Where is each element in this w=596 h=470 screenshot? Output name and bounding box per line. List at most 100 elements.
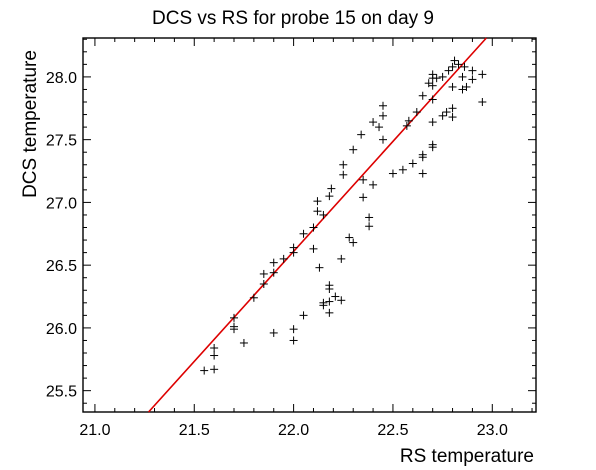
data-point <box>402 121 411 130</box>
data-point <box>404 116 413 125</box>
data-point <box>428 70 437 79</box>
data-point <box>339 160 348 169</box>
data-point <box>428 140 437 149</box>
data-point <box>369 118 378 127</box>
fit-line-group <box>147 37 487 413</box>
data-point <box>450 56 459 65</box>
data-point <box>349 238 358 247</box>
data-point <box>325 192 334 201</box>
data-point <box>289 325 298 334</box>
data-point <box>210 365 219 374</box>
x-axis-label: RS temperature <box>400 446 534 467</box>
data-point <box>315 263 324 272</box>
data-point <box>438 111 447 120</box>
y-tick-label: 26.0 <box>46 321 77 338</box>
x-tick-label: 21.0 <box>79 422 110 439</box>
data-point <box>345 233 354 242</box>
data-point <box>458 72 467 81</box>
data-point <box>319 298 328 307</box>
data-point <box>438 72 447 81</box>
data-point <box>269 258 278 267</box>
data-point <box>398 165 407 174</box>
data-point <box>379 111 388 120</box>
data-point <box>468 75 477 84</box>
chart-title: DCS vs RS for probe 15 on day 9 <box>152 8 434 29</box>
data-point <box>432 74 441 83</box>
x-tick-label: 21.5 <box>179 422 210 439</box>
data-point <box>359 175 368 184</box>
data-point <box>428 95 437 104</box>
data-point <box>239 338 248 347</box>
data-point <box>319 210 328 219</box>
y-tick-label: 26.5 <box>46 258 77 275</box>
data-point <box>359 193 368 202</box>
data-point <box>299 311 308 320</box>
data-point <box>379 135 388 144</box>
data-point <box>230 322 238 331</box>
data-point <box>375 123 384 132</box>
y-tick-label: 25.5 <box>46 384 77 401</box>
x-tick-label: 23.0 <box>477 422 508 439</box>
data-point <box>454 60 463 69</box>
data-point <box>337 254 346 263</box>
data-point <box>379 101 388 110</box>
data-point <box>468 66 477 75</box>
data-point <box>478 70 487 79</box>
data-point <box>309 223 318 232</box>
tick-labels: 21.0 21.5 22.0 22.5 23.0 25.5 26.0 26.5 27.0 27.5… <box>46 70 508 439</box>
data-point <box>408 159 417 168</box>
data-point <box>448 104 457 113</box>
plot-frame <box>82 37 537 413</box>
data-point <box>418 91 427 100</box>
y-axis-label: DCS temperature <box>20 50 41 198</box>
data-point <box>269 268 278 277</box>
data-point <box>448 82 457 91</box>
data-point <box>444 66 453 75</box>
data-point <box>289 336 298 345</box>
y-tick-label: 27.0 <box>46 195 77 212</box>
data-point <box>331 292 340 301</box>
data-point <box>299 229 308 238</box>
data-point <box>339 170 348 179</box>
data-point <box>418 169 427 178</box>
data-point <box>210 343 219 352</box>
data-point <box>369 180 378 189</box>
data-points <box>200 56 487 375</box>
fit-line <box>147 37 487 413</box>
data-point <box>365 222 374 231</box>
data-point <box>313 197 322 206</box>
data-point <box>289 243 298 252</box>
data-point <box>428 81 437 90</box>
data-point <box>259 279 268 288</box>
data-point <box>327 184 336 193</box>
data-point <box>442 108 451 117</box>
y-tick-label: 27.5 <box>46 133 77 150</box>
data-point <box>279 254 288 263</box>
x-tick-label: 22.5 <box>377 422 408 439</box>
data-point <box>230 313 238 322</box>
axis-ticks <box>83 38 536 412</box>
y-tick-label: 28.0 <box>46 70 77 87</box>
data-point <box>325 281 334 290</box>
data-point <box>478 98 487 107</box>
data-point <box>412 108 421 117</box>
data-point <box>460 62 469 71</box>
data-point <box>418 150 427 159</box>
data-point <box>349 145 358 154</box>
data-point <box>200 366 209 375</box>
data-point <box>462 82 471 91</box>
data-point <box>313 207 322 216</box>
data-point <box>357 130 366 139</box>
data-point <box>428 118 437 127</box>
data-point <box>448 113 457 122</box>
x-tick-label: 22.0 <box>278 422 309 439</box>
data-point <box>448 62 457 71</box>
data-point <box>210 351 219 360</box>
data-point <box>249 293 258 302</box>
data-point <box>309 244 318 253</box>
data-point <box>325 308 334 317</box>
data-point <box>365 213 374 222</box>
data-point <box>388 169 397 178</box>
data-point <box>259 269 268 278</box>
